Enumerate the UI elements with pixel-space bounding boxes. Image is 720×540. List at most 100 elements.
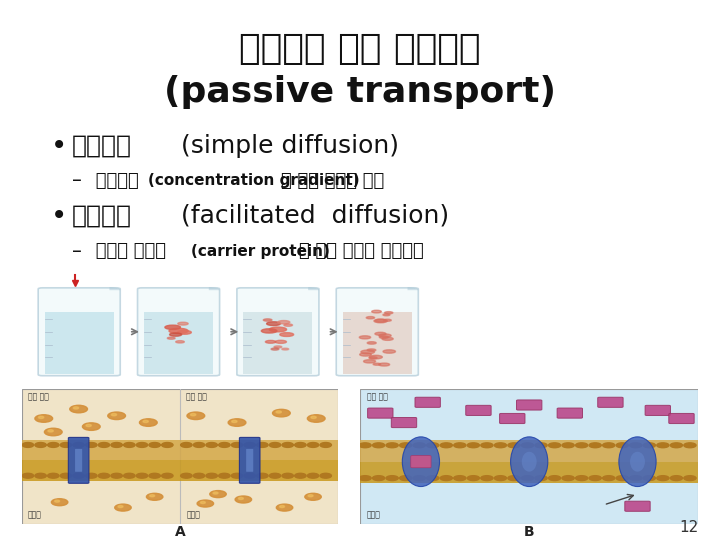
FancyBboxPatch shape bbox=[237, 288, 319, 376]
Text: (carrier protein): (carrier protein) bbox=[191, 244, 330, 259]
Circle shape bbox=[454, 443, 466, 448]
Circle shape bbox=[670, 476, 683, 481]
Circle shape bbox=[413, 443, 426, 448]
Circle shape bbox=[308, 495, 313, 497]
Circle shape bbox=[45, 428, 62, 436]
Circle shape bbox=[379, 363, 390, 366]
Circle shape bbox=[264, 319, 272, 321]
Circle shape bbox=[197, 500, 214, 507]
Circle shape bbox=[384, 319, 391, 321]
Text: 에 의한 물질의 확산이동: 에 의한 물질의 확산이동 bbox=[299, 242, 423, 260]
Circle shape bbox=[467, 476, 480, 481]
FancyBboxPatch shape bbox=[75, 449, 82, 472]
Circle shape bbox=[360, 353, 372, 356]
Text: •: • bbox=[50, 132, 67, 160]
Circle shape bbox=[73, 407, 78, 409]
Circle shape bbox=[178, 322, 188, 325]
Text: 운반체 단백질: 운반체 단백질 bbox=[90, 242, 172, 260]
Circle shape bbox=[35, 415, 53, 422]
Circle shape bbox=[232, 420, 237, 422]
Text: 세포질: 세포질 bbox=[28, 511, 42, 519]
Circle shape bbox=[382, 338, 393, 340]
Bar bbox=[180, 440, 338, 460]
Circle shape bbox=[454, 476, 466, 481]
Circle shape bbox=[193, 442, 204, 447]
Circle shape bbox=[373, 363, 381, 365]
Circle shape bbox=[369, 355, 382, 359]
Circle shape bbox=[282, 442, 294, 447]
Circle shape bbox=[150, 495, 155, 497]
Circle shape bbox=[178, 330, 192, 334]
Circle shape bbox=[413, 476, 426, 481]
Circle shape bbox=[111, 473, 122, 478]
Circle shape bbox=[161, 473, 173, 478]
Circle shape bbox=[643, 443, 655, 448]
Circle shape bbox=[630, 443, 642, 448]
Circle shape bbox=[140, 419, 157, 427]
Circle shape bbox=[375, 319, 386, 322]
Circle shape bbox=[440, 476, 452, 481]
Circle shape bbox=[320, 473, 331, 478]
Circle shape bbox=[549, 443, 561, 448]
Circle shape bbox=[219, 442, 230, 447]
Circle shape bbox=[275, 340, 287, 343]
Circle shape bbox=[210, 490, 226, 498]
Circle shape bbox=[231, 473, 243, 478]
Bar bbox=[360, 440, 698, 462]
Wedge shape bbox=[308, 287, 319, 290]
Circle shape bbox=[603, 443, 615, 448]
Circle shape bbox=[213, 492, 218, 494]
Text: 세포 외액: 세포 외액 bbox=[28, 393, 49, 402]
Ellipse shape bbox=[510, 437, 548, 487]
Text: (simple diffusion): (simple diffusion) bbox=[173, 134, 399, 158]
Circle shape bbox=[86, 442, 97, 447]
Circle shape bbox=[372, 310, 382, 313]
FancyBboxPatch shape bbox=[246, 449, 253, 472]
Circle shape bbox=[684, 476, 696, 481]
Circle shape bbox=[181, 473, 192, 478]
Circle shape bbox=[143, 420, 148, 422]
FancyBboxPatch shape bbox=[368, 408, 393, 418]
Circle shape bbox=[307, 415, 325, 422]
FancyBboxPatch shape bbox=[669, 414, 694, 423]
Circle shape bbox=[589, 476, 601, 481]
Wedge shape bbox=[408, 287, 418, 290]
Circle shape bbox=[70, 405, 88, 413]
Circle shape bbox=[367, 342, 376, 344]
Text: 에 의한 물질의 이동: 에 의한 물질의 이동 bbox=[281, 172, 384, 190]
Circle shape bbox=[361, 350, 374, 354]
Circle shape bbox=[535, 443, 547, 448]
Circle shape bbox=[282, 348, 289, 350]
Circle shape bbox=[284, 324, 292, 326]
Circle shape bbox=[383, 350, 395, 353]
Circle shape bbox=[176, 341, 184, 343]
FancyBboxPatch shape bbox=[336, 288, 418, 376]
FancyBboxPatch shape bbox=[625, 501, 650, 511]
Circle shape bbox=[307, 442, 319, 447]
Circle shape bbox=[307, 473, 319, 478]
FancyBboxPatch shape bbox=[68, 437, 89, 483]
Circle shape bbox=[508, 476, 520, 481]
Circle shape bbox=[228, 419, 246, 427]
Circle shape bbox=[366, 316, 374, 319]
Text: (facilitated  diffusion): (facilitated diffusion) bbox=[173, 204, 449, 228]
FancyBboxPatch shape bbox=[500, 414, 525, 423]
Circle shape bbox=[98, 442, 109, 447]
Circle shape bbox=[111, 442, 122, 447]
Circle shape bbox=[112, 414, 117, 416]
Circle shape bbox=[379, 336, 388, 339]
Circle shape bbox=[384, 312, 393, 314]
Circle shape bbox=[187, 412, 204, 420]
Circle shape bbox=[272, 409, 290, 417]
FancyBboxPatch shape bbox=[391, 417, 417, 428]
FancyBboxPatch shape bbox=[410, 456, 431, 468]
Circle shape bbox=[305, 494, 321, 500]
Circle shape bbox=[55, 500, 60, 502]
Circle shape bbox=[375, 332, 386, 335]
Circle shape bbox=[575, 443, 588, 448]
Bar bbox=[360, 462, 698, 483]
Text: 촉진확산: 촉진확산 bbox=[72, 204, 132, 228]
Circle shape bbox=[294, 473, 306, 478]
Circle shape bbox=[508, 443, 520, 448]
Circle shape bbox=[367, 349, 376, 352]
